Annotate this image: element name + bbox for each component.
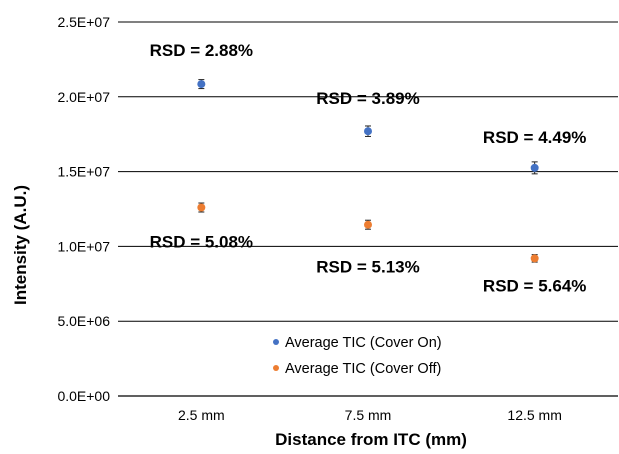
legend-marker — [273, 339, 279, 345]
rsd-label: RSD = 5.13% — [316, 258, 419, 277]
y-axis-tick-labels: 0.0E+00 5.0E+06 1.0E+07 1.5E+07 2.0E+07 2.5E+… — [57, 14, 110, 404]
data-point — [364, 220, 372, 229]
data-point — [197, 203, 206, 212]
x-axis-title: Distance from ITC (mm) — [275, 430, 467, 449]
y-tick-label: 5.0E+06 — [57, 313, 110, 329]
x-tick-label: 2.5 mm — [178, 407, 225, 423]
rsd-label: RSD = 4.49% — [483, 128, 586, 147]
legend-label: Average TIC (Cover Off) — [285, 361, 441, 377]
data-points — [197, 80, 539, 263]
data-point — [364, 127, 372, 136]
data-point — [197, 80, 206, 89]
x-axis-tick-labels: 2.5 mm 7.5 mm 12.5 mm — [178, 407, 562, 423]
legend-marker — [273, 365, 279, 371]
y-tick-label: 2.5E+07 — [57, 14, 110, 30]
x-tick-label: 7.5 mm — [345, 407, 392, 423]
rsd-label: RSD = 3.89% — [316, 89, 419, 108]
y-tick-label: 0.0E+00 — [57, 388, 110, 404]
gridlines — [118, 21, 618, 397]
data-point — [530, 163, 539, 172]
legend-label: Average TIC (Cover On) — [285, 335, 442, 351]
rsd-label: RSD = 5.08% — [150, 233, 253, 252]
y-tick-label: 1.0E+07 — [57, 238, 110, 254]
legend: Average TIC (Cover On) Average TIC (Cover… — [273, 335, 442, 377]
rsd-label: RSD = 5.64% — [483, 276, 586, 295]
data-point — [530, 254, 539, 263]
y-tick-label: 1.5E+07 — [57, 164, 110, 180]
y-tick-label: 2.0E+07 — [57, 89, 110, 105]
rsd-annotations: RSD = 2.88% RSD = 3.89% RSD = 4.49% RSD = 5… — [150, 41, 587, 295]
x-tick-label: 12.5 mm — [507, 407, 561, 423]
rsd-label: RSD = 2.88% — [150, 41, 253, 60]
y-axis-title: Intensity (A.U.) — [11, 185, 30, 305]
